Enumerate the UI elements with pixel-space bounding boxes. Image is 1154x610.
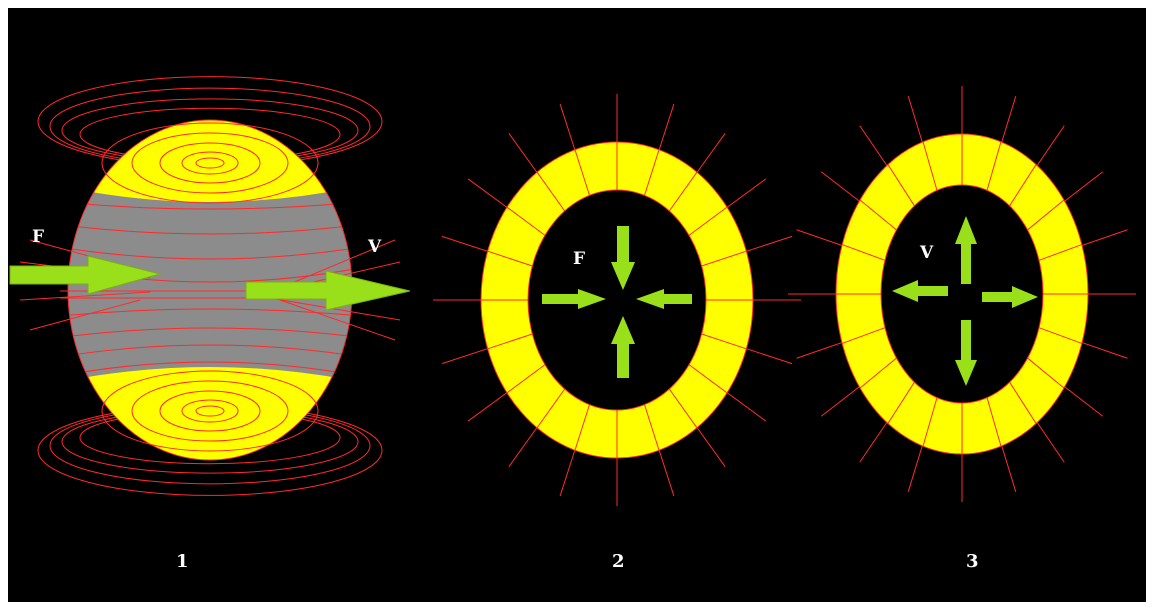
segment-line (487, 333, 533, 350)
segment-line (986, 397, 1002, 447)
segment-line (701, 333, 747, 350)
field-line (68, 221, 352, 235)
cap-ring (195, 405, 225, 417)
segment-line (688, 364, 728, 394)
cap-ring (101, 122, 319, 204)
field-line (269, 297, 401, 321)
cap-ring (131, 380, 289, 442)
segment-line (1038, 244, 1083, 261)
arrow-icon-left (636, 289, 692, 309)
cap-ring (181, 151, 239, 175)
field-line (68, 344, 352, 361)
arrow-icon-left (892, 280, 948, 302)
field-line (279, 299, 396, 341)
cap-ring (101, 370, 319, 452)
segment-line (887, 164, 915, 207)
segment-line (986, 141, 1002, 191)
velocity-label: V (919, 243, 934, 263)
field-line (68, 308, 352, 319)
velocity-label: V (367, 237, 382, 257)
ring-segment-lines (836, 134, 1088, 454)
segment-line (644, 149, 660, 196)
arrow-icon-right (982, 286, 1038, 308)
arrow-icon-right (542, 289, 606, 309)
segment-line (644, 404, 660, 451)
force-label: F (573, 249, 585, 269)
segment-line (841, 327, 886, 344)
segment-line (668, 171, 698, 212)
segment-line (668, 388, 698, 429)
arrow-icon-down (611, 226, 635, 290)
segment-line (574, 404, 590, 451)
ring-segment-lines (481, 142, 753, 458)
arrow-icon-down (955, 320, 977, 386)
figure-number: 1 (176, 551, 189, 572)
field-line (19, 291, 151, 301)
segment-line (859, 199, 897, 231)
segment-line (506, 364, 546, 394)
segment-line (574, 149, 590, 196)
arrow-icon-right (9, 255, 162, 295)
cap-ring (181, 399, 239, 423)
cap-ring (159, 390, 261, 432)
segment-line (506, 206, 546, 236)
field-line (68, 243, 352, 260)
cap-ring (159, 142, 261, 184)
segment-line (1038, 327, 1083, 344)
segment-line (688, 206, 728, 236)
field-line (68, 327, 352, 341)
segment-line (701, 250, 747, 267)
figure-3: V 3 (788, 86, 1136, 572)
cap-ring (131, 132, 289, 194)
segment-line (887, 381, 915, 424)
arrow-icon-up (611, 316, 635, 378)
field-line (29, 299, 141, 331)
arrow-icon-right (245, 270, 411, 311)
cap-rings (101, 122, 319, 452)
arrow-icon-up (955, 216, 977, 284)
segment-line (536, 171, 566, 212)
segment-line (922, 397, 938, 447)
segment-line (922, 141, 938, 191)
segment-line (536, 388, 566, 429)
segment-line (1027, 199, 1065, 231)
field-line (279, 239, 396, 289)
segment-line (487, 250, 533, 267)
segment-line (841, 244, 886, 261)
segment-line (1009, 381, 1037, 424)
segment-line (859, 357, 897, 389)
segment-line (1027, 357, 1065, 389)
figure-number: 3 (966, 551, 979, 572)
cap-ring (195, 157, 225, 169)
force-label: F (32, 227, 44, 247)
segment-line (1009, 164, 1037, 207)
figure-number: 2 (612, 551, 625, 572)
figure-2: F 2 (433, 94, 801, 572)
